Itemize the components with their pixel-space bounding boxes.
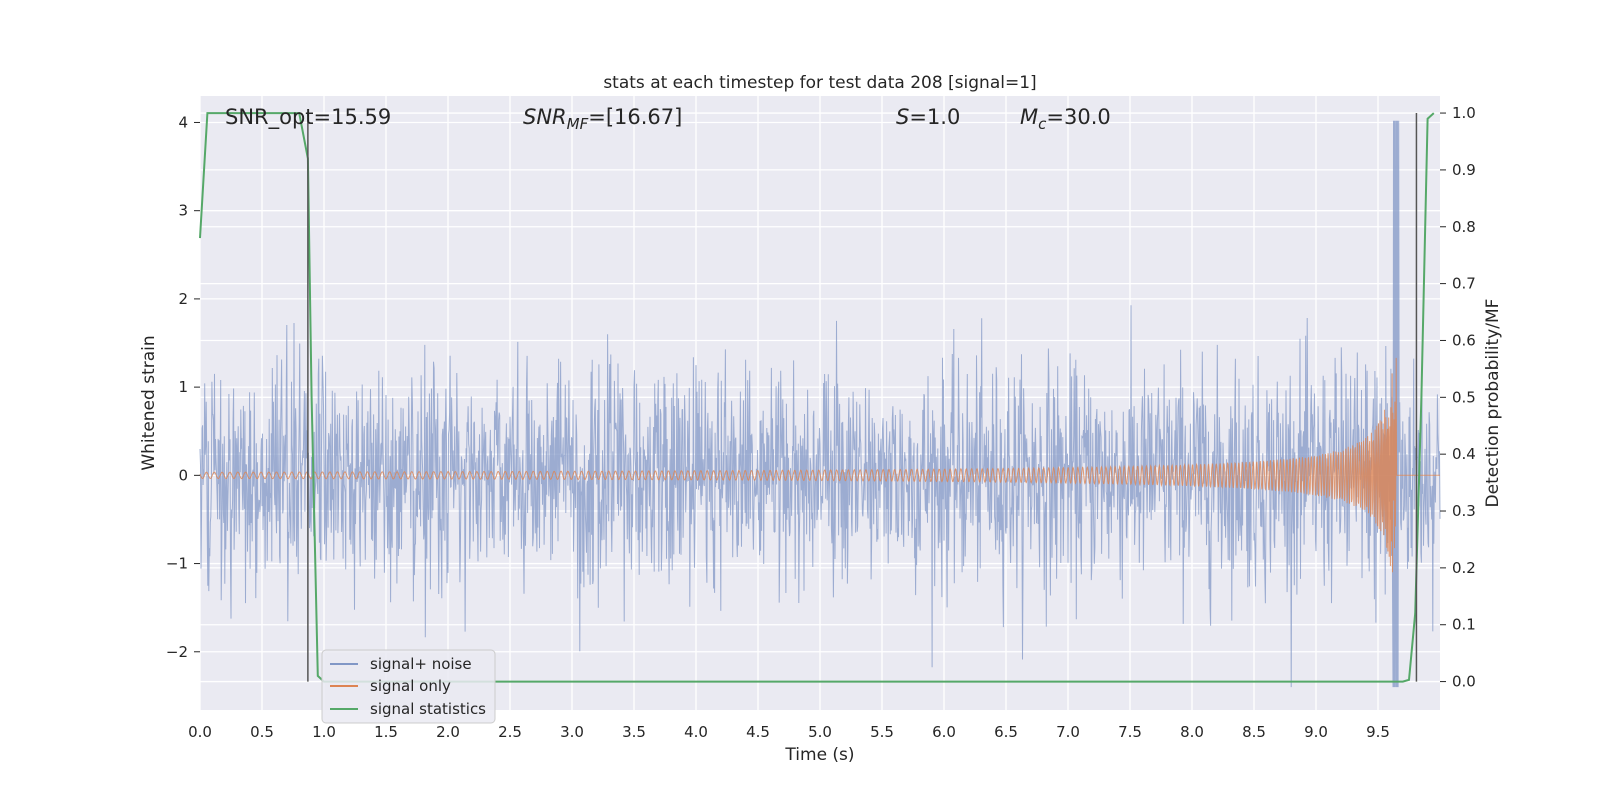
signal-noise-series [199,120,1441,688]
x-tick-label: 9.5 [1366,723,1390,741]
x-tick-label: 6.5 [994,723,1018,741]
legend: signal+ noise signal only signal statist… [321,649,496,724]
x-tick-label: 2.0 [436,723,460,741]
y-left-tick-label: −1 [166,555,188,573]
y-right-tick-label: 0.4 [1452,445,1476,463]
y-right-tick-label: 0.1 [1452,616,1476,634]
y-left-tick-label: 2 [178,290,188,308]
legend-box [321,649,496,724]
y-left-tick-label: −2 [166,643,188,661]
y-right-tick-label: 0.8 [1452,218,1476,236]
y-left-tick-label: 3 [178,202,188,220]
signal-statistics-series [199,112,1435,683]
x-tick-label: 1.5 [374,723,398,741]
signal-only-line [199,357,1440,573]
legend-label-signal-noise: signal+ noise [370,655,472,673]
x-tick-label: 4.5 [746,723,770,741]
legend-label-signal-statistics: signal statistics [370,700,486,718]
y-left-tick-label: 1 [178,378,188,396]
x-tick-label: 5.5 [870,723,894,741]
annotation-snr-mf: SNRMF=[16.67] [523,105,682,133]
x-axis-label: Time (s) [784,745,854,765]
vertical-markers [307,113,1418,682]
x-tick-label: 4.0 [684,723,708,741]
x-tick-label: 3.5 [622,723,646,741]
x-tick-label: 1.0 [312,723,336,741]
x-tick-label: 7.5 [1118,723,1142,741]
x-tick-label: 5.0 [808,723,832,741]
signal-noise-line [199,120,1441,688]
y-left-tick-label: 4 [178,113,188,131]
y-right-tick-label: 0.9 [1452,161,1476,179]
signal-only-series [199,357,1440,573]
y-right-tick-label: 1.0 [1452,104,1476,122]
y-right-tick-label: 0.0 [1452,673,1476,691]
x-tick-label: 0.0 [188,723,212,741]
x-tick-label: 0.5 [250,723,274,741]
annotation-snr-opt: SNR_opt=15.59 [225,105,391,130]
x-tick-label: 3.0 [560,723,584,741]
y-right-tick-label: 0.5 [1452,388,1476,406]
x-tick-label: 6.0 [932,723,956,741]
x-tick-label: 7.0 [1056,723,1080,741]
x-tick-label: 9.0 [1304,723,1328,741]
x-tick-label: 8.0 [1180,723,1204,741]
tick-labels: 0.0 0.5 1.0 1.5 2.0 2.5 3.0 3.5 4.0 4.5 5.0 5.5 6.0 6… [166,104,1476,741]
annotation-s: S=1.0 [896,105,960,129]
y-right-tick-label: 0.3 [1452,502,1476,520]
x-tick-label: 8.5 [1242,723,1266,741]
y-right-tick-label: 0.2 [1452,559,1476,577]
y-axis-label-left: Whitened strain [139,335,159,470]
y-right-tick-label: 0.7 [1452,275,1476,293]
legend-label-signal-only: signal only [370,677,451,695]
y-left-tick-label: 0 [178,466,188,484]
y-right-tick-label: 0.6 [1452,331,1476,349]
y-axis-label-right: Detection probability/MF [1483,299,1503,508]
annotation-mc: Mc=30.0 [1020,105,1111,133]
x-tick-label: 2.5 [498,723,522,741]
signal-statistics-line [199,112,1435,683]
chart-title: stats at each timestep for test data 208… [603,73,1036,93]
